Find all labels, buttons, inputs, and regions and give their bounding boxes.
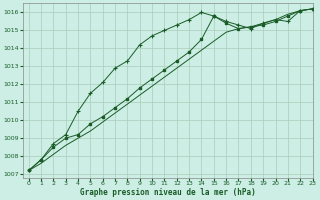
X-axis label: Graphe pression niveau de la mer (hPa): Graphe pression niveau de la mer (hPa) [80, 188, 255, 197]
